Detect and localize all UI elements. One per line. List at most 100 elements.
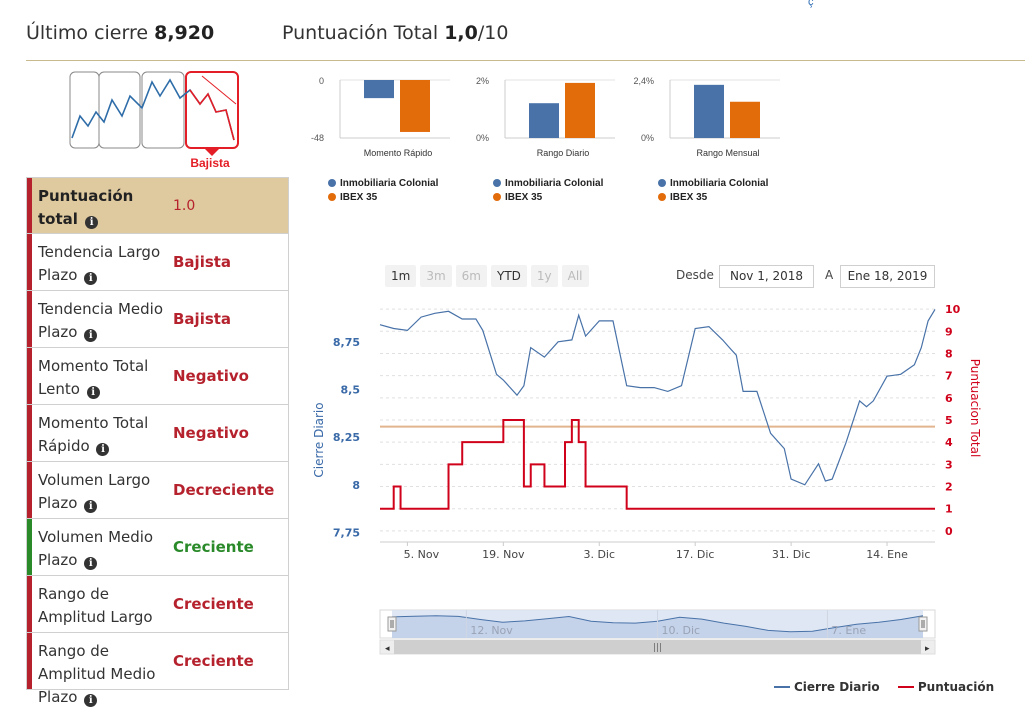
- bar-ibex: [400, 80, 430, 132]
- y-left-tick-label: 8,75: [333, 336, 360, 349]
- score-row-label-text: Momento Total Lento: [38, 357, 149, 398]
- mini-legend-item: IBEX 35: [493, 191, 603, 205]
- range-button[interactable]: YTD: [490, 265, 527, 287]
- legend-dot-orange: [493, 193, 501, 201]
- y-left-tick-label: 7,75: [333, 526, 360, 539]
- mini-legend-3: Inmobiliaria Colonial IBEX 35: [658, 177, 768, 205]
- score-row-value: Creciente: [173, 538, 254, 556]
- legend-item-score[interactable]: Puntuación: [897, 680, 994, 694]
- y-right-tick-label: 6: [945, 392, 953, 405]
- y-right-tick-label: 8: [945, 347, 953, 360]
- navigator-right-handle[interactable]: [918, 616, 928, 632]
- y-right-tick-label: 0: [945, 525, 953, 538]
- mini-chart-title: Rango Diario: [537, 148, 590, 158]
- y-tick-label: 0%: [476, 133, 489, 143]
- x-tick-label: 19. Nov: [482, 548, 525, 561]
- y-right-title: Puntuacion Total: [968, 359, 982, 458]
- x-tick-label: 31. Dic: [772, 548, 811, 561]
- y-tick-label: -48: [311, 133, 324, 143]
- info-icon[interactable]: i: [84, 272, 98, 285]
- series-cierre-diario: [379, 309, 936, 486]
- last-close: Último cierre 8,920: [26, 22, 214, 50]
- score-row: Momento Total Rápido i Negativo: [27, 405, 289, 462]
- mini-legend-ibex: IBEX 35: [670, 192, 708, 203]
- info-icon[interactable]: i: [85, 216, 99, 229]
- to-date-input[interactable]: Ene 18, 2019: [840, 265, 935, 288]
- status-bar: [27, 462, 32, 518]
- info-icon[interactable]: i: [84, 500, 98, 513]
- score-row-value: Bajista: [173, 253, 232, 271]
- range-button[interactable]: All: [561, 265, 589, 287]
- navigator-left-handle[interactable]: [387, 616, 397, 632]
- y-right-tick-label: 9: [945, 325, 953, 338]
- score-row-label: Tendencia Largo Plazo i: [38, 241, 178, 287]
- y-right-tick-label: 3: [945, 458, 953, 471]
- header-divider: [26, 60, 1025, 61]
- mini-legend-ibex: IBEX 35: [340, 192, 378, 203]
- last-close-value: 8,920: [154, 22, 215, 44]
- total-score-max: /10: [477, 22, 509, 44]
- range-selector: 1m 3m 6m YTD 1y All: [385, 265, 589, 289]
- status-bar: [27, 348, 32, 404]
- info-icon[interactable]: i: [84, 329, 98, 342]
- mini-legend-item: Inmobiliaria Colonial: [328, 177, 438, 191]
- y-left-tick-label: 8: [352, 479, 360, 492]
- legend-line-red: [897, 686, 914, 688]
- trend-icon-label: Bajista: [190, 156, 230, 170]
- score-row: Tendencia Largo Plazo i Bajista: [27, 234, 289, 291]
- total-score-label: Puntuación Total: [282, 22, 439, 44]
- score-row-label-text: Momento Total Rápido: [38, 414, 149, 455]
- mini-chart-title: Rango Mensual: [696, 148, 759, 158]
- total-score: Puntuación Total 1,0/10: [282, 22, 508, 50]
- status-bar: [27, 405, 32, 461]
- scroll-left-icon[interactable]: ◂: [385, 644, 390, 654]
- info-icon[interactable]: i: [84, 557, 98, 570]
- score-row-value: Creciente: [173, 652, 254, 670]
- trend-icon: Bajista: [69, 71, 239, 170]
- bar-colonial: [694, 84, 724, 138]
- to-label: A: [825, 268, 834, 282]
- navigator-label: 12. Nov: [470, 624, 513, 637]
- score-row-label: Momento Total Rápido i: [38, 412, 178, 458]
- range-button[interactable]: 1y: [530, 265, 558, 287]
- score-row-value: 1.0: [173, 197, 196, 214]
- score-row-value: Negativo: [173, 367, 249, 385]
- info-icon[interactable]: i: [86, 386, 100, 399]
- y-left-tick-label: 8,25: [333, 431, 360, 444]
- range-button[interactable]: 3m: [420, 265, 452, 287]
- from-date-input[interactable]: Nov 1, 2018: [719, 265, 814, 288]
- legend-item-close[interactable]: Cierre Diario: [774, 680, 880, 694]
- score-row: Momento Total Lento i Negativo: [27, 348, 289, 405]
- info-icon[interactable]: i: [96, 443, 110, 456]
- total-score-value: 1,0: [444, 22, 478, 44]
- bar-ibex: [730, 101, 760, 138]
- scrollbar-thumb[interactable]: [394, 640, 921, 654]
- score-row: Volumen Medio Plazo i Creciente: [27, 519, 289, 576]
- scrollbar-grip: |||: [653, 643, 662, 653]
- y-right-tick-label: 7: [945, 370, 953, 383]
- mini-legend-1: Inmobiliaria Colonial IBEX 35: [328, 177, 438, 205]
- scroll-right-icon[interactable]: ▸: [925, 644, 930, 654]
- mini-legend-colonial: Inmobiliaria Colonial: [670, 178, 769, 189]
- score-row: Tendencia Medio Plazo i Bajista: [27, 291, 289, 348]
- mini-legend-ibex: IBEX 35: [505, 192, 543, 203]
- mini-legend-item: IBEX 35: [328, 191, 438, 205]
- y-tick-label: 0%: [641, 133, 654, 143]
- top-mark: ç: [808, 0, 814, 8]
- info-icon[interactable]: i: [84, 694, 98, 707]
- score-row: Puntuación total i 1.0: [27, 177, 289, 234]
- score-row-label: Volumen Largo Plazo i: [38, 469, 178, 515]
- score-row-label-text: Volumen Medio Plazo: [38, 528, 154, 569]
- range-button[interactable]: 6m: [455, 265, 487, 287]
- y-tick-label: 2,4%: [633, 76, 654, 86]
- y-tick-label: 2%: [476, 76, 489, 86]
- mini-chart-title: Momento Rápido: [364, 148, 433, 158]
- range-button[interactable]: 1m: [385, 265, 417, 287]
- x-tick-label: 3. Dic: [583, 548, 615, 561]
- main-chart: 5. Nov 19. Nov 3. Dic 17. Dic 31. Dic 14. Ene…: [312, 303, 982, 655]
- bar-ibex: [565, 82, 595, 138]
- x-tick-label: 17. Dic: [676, 548, 715, 561]
- x-tick-label: 5. Nov: [404, 548, 440, 561]
- y-right-tick-label: 1: [945, 503, 953, 516]
